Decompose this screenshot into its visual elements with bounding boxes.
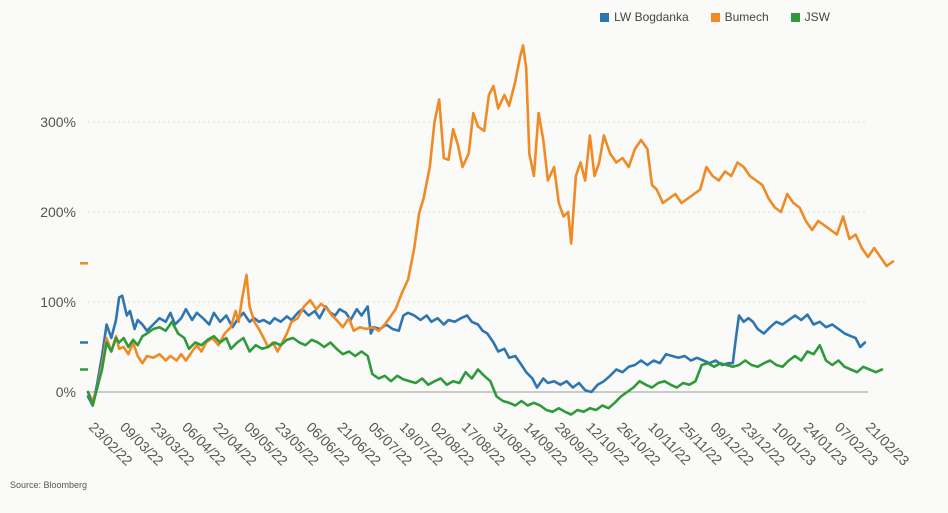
series-lines [86,44,895,416]
legend-label: LW Bogdanka [614,10,689,24]
legend-swatch [710,12,720,22]
legend-swatch [790,12,800,22]
legend-item-lw-bogdanka: LW Bogdanka [600,10,689,24]
y-tick-label: 100% [40,294,76,310]
legend-item-jsw: JSW [790,10,830,24]
legend-item-bumech: Bumech [710,10,769,24]
legend-label: Bumech [724,10,769,24]
x-axis-ticks: 23/02/2209/03/2223/03/2206/04/2222/04/22… [86,419,913,469]
source-note: Source: Bloomberg [10,480,88,490]
series-line-bumech [86,44,895,403]
grid-lines [88,121,868,393]
y-tick-label: 200% [40,204,76,220]
series-line-lw-bogdanka [86,294,867,407]
legend-label: JSW [804,10,830,24]
legend: LW Bogdanka Bumech JSW [600,10,830,24]
y-axis-ticks: 0% 100% 200% 300% [40,114,76,400]
series-line-jsw [86,320,884,416]
y-tick-label: 0% [56,384,76,400]
y-tick-label: 300% [40,114,76,130]
last-value-markers [80,262,88,371]
legend-swatch [600,12,610,22]
